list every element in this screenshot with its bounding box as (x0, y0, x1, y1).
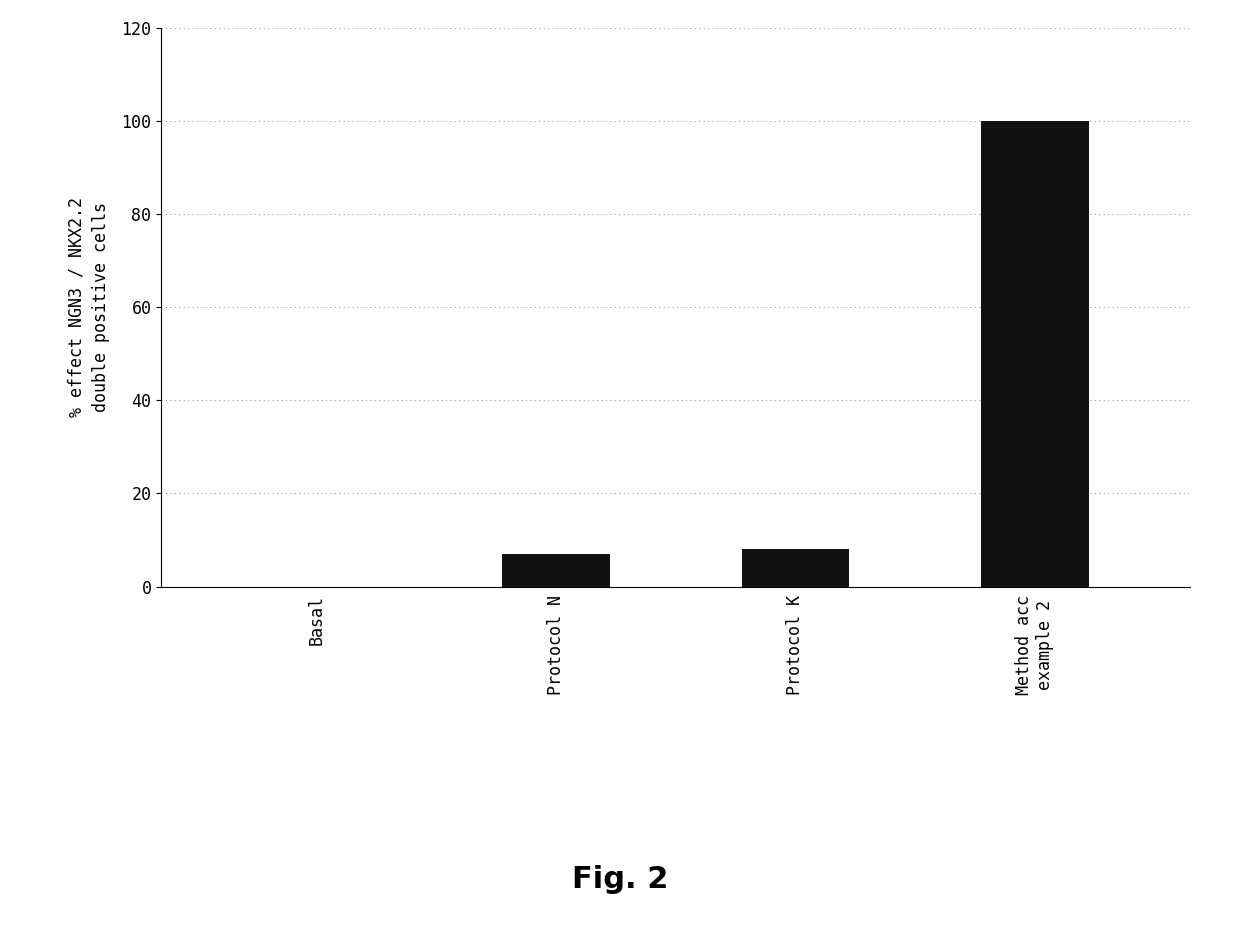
Bar (742, 550, 849, 587)
Bar (502, 554, 610, 587)
Text: Fig. 2: Fig. 2 (572, 866, 668, 894)
Bar (981, 121, 1089, 587)
Y-axis label: % effect NGN3 / NKX2.2
double positive cells: % effect NGN3 / NKX2.2 double positive c… (67, 198, 110, 417)
